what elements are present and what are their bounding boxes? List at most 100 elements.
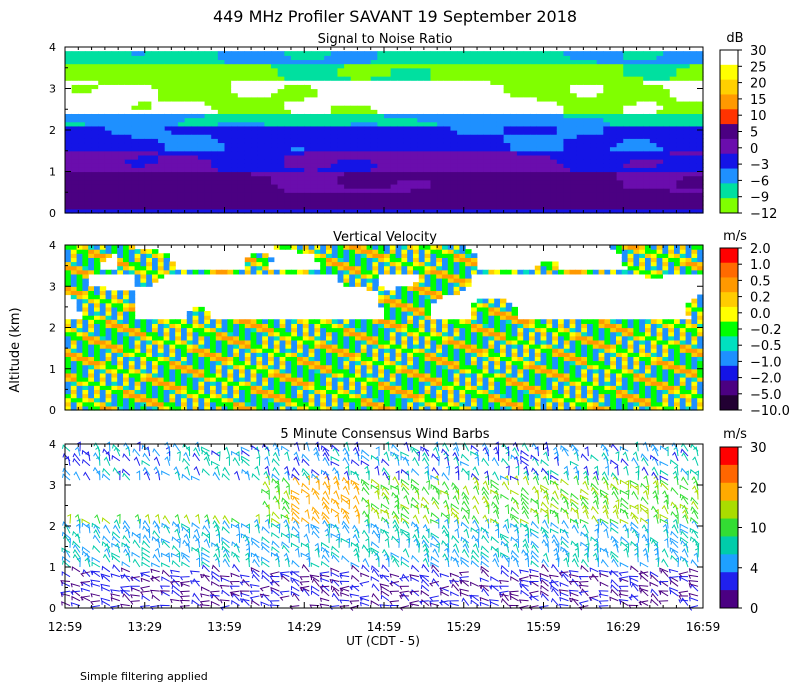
snr-cell — [144, 150, 152, 156]
snr-cell — [470, 71, 478, 77]
velocity-cell — [175, 368, 182, 374]
velocity-cell — [181, 344, 188, 349]
velocity-cell — [210, 327, 217, 333]
snr-cell — [204, 188, 212, 193]
snr-cell — [251, 80, 259, 85]
velocity-cell — [146, 327, 153, 333]
snr-cell — [583, 130, 591, 135]
snr-cell — [430, 59, 438, 65]
snr-cell — [417, 67, 425, 73]
snr-cell — [570, 76, 578, 81]
snr-cell — [510, 76, 518, 81]
snr-cell — [304, 146, 312, 152]
snr-cell — [124, 88, 133, 94]
snr-cell — [78, 146, 86, 152]
snr-cell — [204, 71, 212, 77]
snr-cell — [158, 192, 166, 197]
snr-cell — [257, 117, 265, 123]
snr-cell — [377, 117, 385, 123]
velocity-cell — [163, 319, 170, 324]
velocity-cell — [152, 348, 159, 353]
snr-cell — [417, 196, 425, 202]
snr-cell — [124, 100, 133, 106]
snr-cell — [643, 100, 651, 106]
snr-cell — [490, 150, 498, 156]
velocity-cell — [244, 364, 252, 370]
velocity-cell — [210, 323, 217, 329]
snr-cell — [217, 200, 226, 206]
snr-cell — [144, 204, 152, 210]
snr-cell — [138, 167, 146, 173]
snr-cell — [118, 146, 126, 152]
snr-cell — [629, 175, 638, 181]
snr-cell — [570, 200, 578, 206]
snr-cell — [377, 113, 385, 119]
velocity-cell — [268, 331, 275, 337]
snr-cell — [516, 163, 525, 168]
snr-cell — [104, 59, 113, 65]
snr-cell — [357, 134, 365, 139]
velocity-cell — [210, 352, 217, 357]
snr-cell — [496, 183, 505, 189]
snr-cell — [490, 71, 498, 77]
snr-cell — [131, 200, 139, 206]
snr-cell — [536, 71, 545, 77]
snr-cell — [516, 150, 525, 156]
velocity-cell — [221, 344, 228, 349]
snr-cell — [516, 159, 525, 164]
snr-cell — [151, 88, 159, 94]
snr-cell — [450, 142, 458, 148]
snr-cell — [437, 59, 445, 65]
velocity-cell — [152, 397, 159, 403]
snr-cell — [636, 200, 644, 206]
snr-cell — [304, 188, 312, 193]
snr-cell — [138, 130, 146, 135]
snr-cell — [609, 138, 618, 144]
snr-cell — [570, 92, 578, 98]
snr-cell — [689, 142, 697, 148]
snr-cell — [530, 204, 538, 210]
velocity-cell — [186, 360, 194, 366]
snr-cell — [636, 59, 644, 65]
snr-cell — [231, 63, 239, 69]
snr-cell — [237, 96, 246, 102]
snr-cell — [623, 167, 631, 173]
velocity-cell — [227, 364, 234, 370]
snr-cell — [636, 183, 644, 189]
snr-cell — [290, 80, 299, 85]
snr-cell — [523, 142, 531, 148]
snr-cell — [523, 117, 531, 123]
snr-cell — [556, 179, 565, 185]
velocity-cell — [268, 401, 275, 407]
snr-cell — [244, 67, 252, 73]
snr-cell — [344, 113, 352, 119]
snr-cell — [217, 154, 226, 160]
snr-cell — [403, 96, 412, 102]
snr-cell — [330, 150, 339, 156]
snr-cell — [590, 80, 598, 85]
velocity-cell — [117, 331, 124, 337]
snr-cell — [237, 80, 246, 85]
snr-cell — [204, 92, 212, 98]
snr-cell — [410, 71, 418, 77]
snr-cell — [463, 67, 471, 73]
snr-cell — [158, 204, 166, 210]
snr-cell — [324, 88, 332, 94]
snr-cell — [676, 196, 684, 202]
snr-cell — [523, 154, 531, 160]
snr-cell — [191, 130, 199, 135]
snr-cell — [171, 154, 179, 160]
snr-cell — [138, 76, 146, 81]
snr-cell — [297, 192, 305, 197]
snr-cell — [257, 71, 265, 77]
snr-cell — [217, 204, 226, 210]
snr-cell — [384, 71, 392, 77]
snr-cell — [523, 200, 531, 206]
snr-cell — [443, 121, 452, 127]
snr-cell — [84, 100, 93, 106]
velocity-cell — [192, 401, 199, 407]
snr-cell — [337, 88, 345, 94]
velocity-cell — [163, 401, 170, 407]
snr-cell — [663, 196, 671, 202]
velocity-cell — [169, 385, 176, 390]
